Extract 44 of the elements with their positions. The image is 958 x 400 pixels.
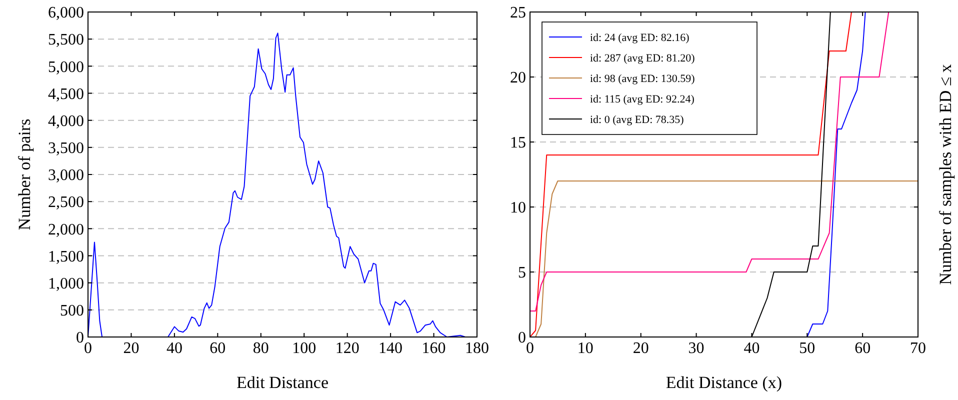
x-tick-label: 140	[378, 340, 403, 357]
legend-label: id: 24 (avg ED: 82.16)	[590, 32, 690, 44]
x-tick-label: 120	[335, 340, 360, 357]
y-tick-label: 25	[510, 4, 526, 22]
y-tick-label: 15	[510, 134, 526, 152]
y-tick-label: 1,500	[48, 248, 84, 266]
x-tick-label: 180	[465, 340, 489, 357]
legend-label: id: 287 (avg ED: 81.20)	[590, 52, 696, 64]
y-axis-title: Number of pairs	[14, 118, 34, 230]
y-tick-label: 4,500	[48, 86, 84, 103]
x-tick-label: 30	[688, 340, 704, 357]
x-tick-label: 10	[577, 340, 594, 357]
y-tick-label: 2,500	[48, 194, 84, 212]
line-series	[535, 180, 918, 338]
legend-label: id: 115 (avg ED: 92.24)	[590, 93, 695, 106]
x-tick-label: 160	[422, 340, 446, 357]
x-tick-label: 20	[123, 340, 140, 357]
y-tick-label: 3,500	[48, 140, 84, 158]
y-tick-label: 5,500	[48, 32, 84, 49]
y-axis-title: Number of samples with ED ≤ x	[936, 64, 955, 285]
y-tick-label: 1,000	[48, 275, 84, 292]
y-tick-label: 6,000	[48, 4, 84, 22]
legend-label: id: 0 (avg ED: 78.35)	[590, 114, 684, 126]
y-tick-label: 5,000	[48, 58, 84, 76]
x-tick-label: 70	[910, 340, 926, 357]
x-tick-label: 50	[799, 340, 816, 357]
x-axis-title: Edit Distance (x)	[666, 373, 782, 392]
y-tick-label: 500	[60, 302, 84, 320]
y-tick-label: 5	[518, 264, 526, 282]
x-tick-label: 20	[632, 340, 649, 357]
y-tick-label: 3,000	[48, 167, 84, 184]
x-tick-label: 60	[854, 340, 871, 357]
x-tick-label: 60	[210, 340, 226, 357]
x-tick-label: 100	[292, 340, 316, 357]
y-tick-label: 4,000	[48, 112, 84, 130]
x-tick-label: 40	[166, 340, 182, 357]
x-axis-title: Edit Distance	[236, 373, 329, 392]
line-series	[88, 32, 466, 338]
y-tick-label: 2,000	[48, 221, 84, 238]
y-tick-label: 10	[510, 200, 526, 217]
legend-label: id: 98 (avg ED: 130.59)	[590, 72, 696, 85]
x-tick-label: 40	[744, 340, 760, 357]
x-tick-label: 80	[252, 340, 269, 357]
y-tick-label: 20	[510, 70, 526, 87]
